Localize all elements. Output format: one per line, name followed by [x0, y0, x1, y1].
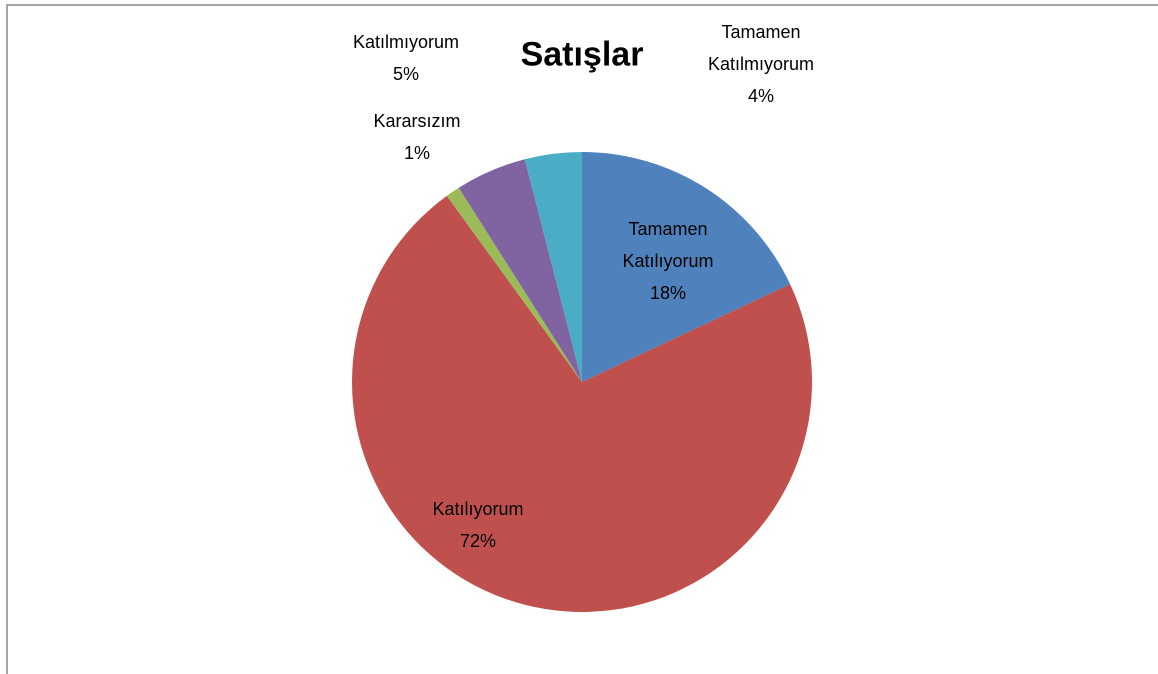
pie-slice — [524, 152, 582, 382]
value-label: 4% — [747, 86, 774, 106]
pie-slice — [351, 195, 812, 612]
chart-title: Satışlar — [520, 35, 644, 74]
data-label: Katılmıyorum 5% — [306, 26, 506, 90]
data-label: Katılıyorum 72% — [378, 493, 578, 557]
pie-slice — [458, 159, 582, 382]
value-label: 72% — [459, 531, 497, 551]
pie-slice — [582, 152, 791, 382]
value-label: 1% — [403, 143, 430, 163]
value-label: 5% — [392, 64, 419, 84]
value-label: 18% — [649, 283, 687, 303]
pie-slice — [446, 187, 582, 382]
data-label: Kararsızım 1% — [317, 105, 517, 169]
data-label: Tamamen Katılıyorum 18% — [598, 213, 738, 309]
category-label: Tamamen Katılmıyorum — [707, 22, 815, 74]
data-label: Tamamen Katılmıyorum 4% — [686, 16, 836, 112]
category-label: Kararsızım — [373, 111, 461, 131]
frame — [6, 4, 1158, 674]
category-label: Tamamen Katılıyorum — [622, 219, 714, 271]
category-label: Katılıyorum — [432, 499, 524, 519]
category-label: Katılmıyorum — [352, 32, 460, 52]
